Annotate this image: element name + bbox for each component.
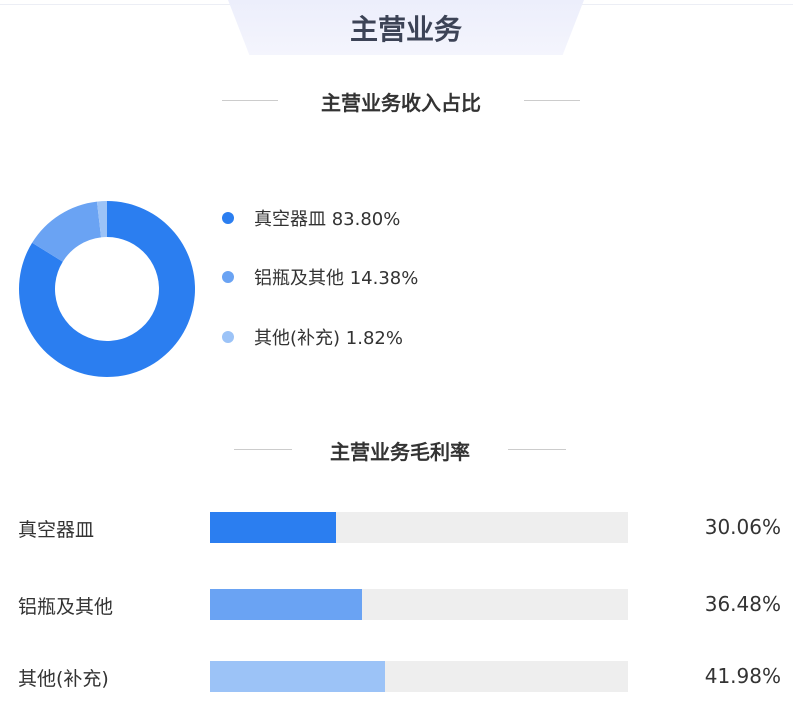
bar-category-label: 真空器皿 <box>18 519 95 541</box>
bar-category-label: 铝瓶及其他 <box>18 596 114 618</box>
bar-value-label: 36.48% <box>704 592 781 616</box>
bar-value-label: 30.06% <box>704 515 781 539</box>
legend-label: 其他(补充) 1.82% <box>254 328 403 349</box>
legend-label: 铝瓶及其他 14.38% <box>254 268 419 289</box>
bar-fill[interactable] <box>210 512 336 543</box>
title-divider-right <box>524 100 580 101</box>
legend-dot-icon <box>222 271 234 283</box>
legend-item[interactable]: 铝瓶及其他 14.38% <box>222 264 418 290</box>
bar-value-label: 41.98% <box>704 664 781 688</box>
donut-slice-0[interactable] <box>19 201 196 377</box>
page-title: 主营业务 <box>349 13 462 46</box>
bar-category-label: 其他(补充) <box>18 668 109 690</box>
legend-dot-icon <box>222 212 234 224</box>
legend-label: 真空器皿 83.80% <box>254 209 401 230</box>
header-banner <box>228 0 584 55</box>
bar-track <box>210 589 628 620</box>
donut-slice-1[interactable] <box>32 201 102 262</box>
legend-item[interactable]: 真空器皿 83.80% <box>222 205 400 231</box>
bar-track <box>210 512 628 543</box>
title-divider-left <box>234 449 292 450</box>
title-divider-left <box>222 100 278 101</box>
bar-fill[interactable] <box>210 589 363 620</box>
bar-track <box>210 661 628 692</box>
title-divider-right <box>508 449 566 450</box>
donut-chart-title: 主营业务收入占比 <box>321 91 481 115</box>
bar-chart-title: 主营业务毛利率 <box>330 440 470 464</box>
legend-item[interactable]: 其他(补充) 1.82% <box>222 324 403 350</box>
legend-dot-icon <box>222 331 234 343</box>
donut-chart <box>19 201 196 377</box>
bar-fill[interactable] <box>210 661 386 692</box>
donut-slice-2[interactable] <box>96 201 107 238</box>
